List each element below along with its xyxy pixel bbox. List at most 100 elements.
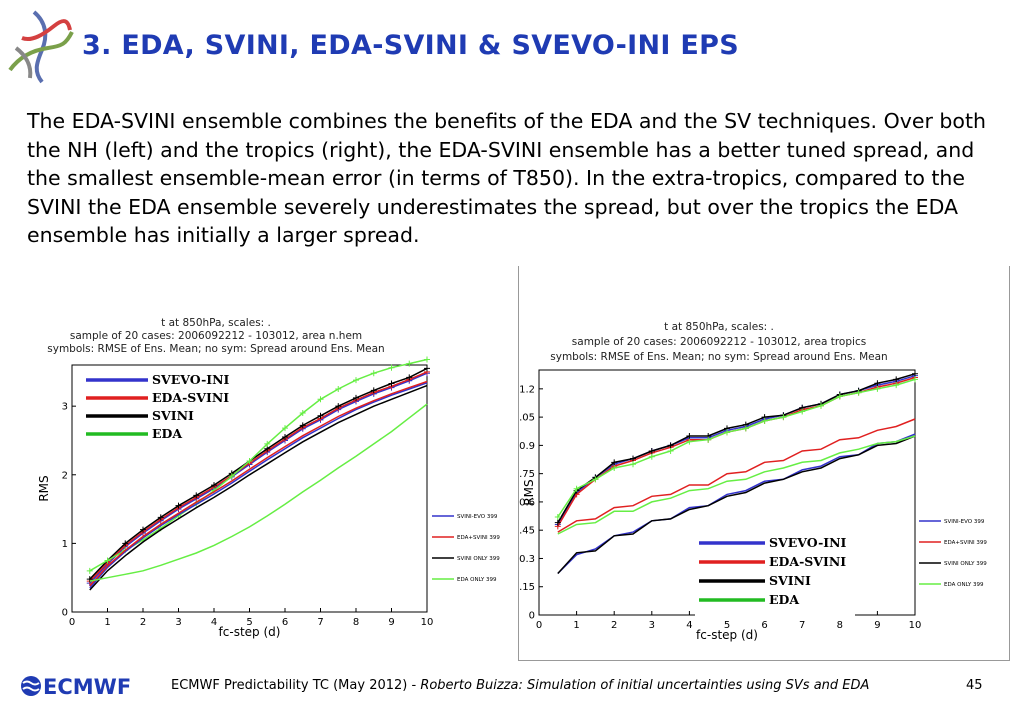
- footer-italic: Roberto Buizza: Simulation of initial un…: [420, 678, 870, 693]
- rmse-point-marker: [157, 514, 164, 521]
- rmse-point-marker: [912, 370, 918, 377]
- rmse-point-marker: [406, 360, 413, 367]
- logo-text: ECMWF: [43, 675, 131, 698]
- small-legend-label: EDA+SVINI 399: [457, 535, 500, 541]
- y-tick-label: 0: [529, 611, 535, 622]
- small-legend-label: SVINI-EVO 399: [944, 519, 985, 525]
- small-legend-label: EDA ONLY 399: [457, 577, 497, 583]
- rmse-point-marker: [104, 557, 111, 564]
- rmse-series-line: [557, 374, 916, 525]
- rmse-point-marker: [686, 438, 693, 445]
- rmse-point-marker: [228, 473, 235, 480]
- rmse-point-marker: [630, 455, 636, 462]
- rmse-point-marker: [836, 393, 843, 400]
- y-tick-label: 0.75: [519, 469, 535, 480]
- spread-series-line: [89, 384, 428, 591]
- y-tick-label: 3: [62, 402, 68, 413]
- rmse-point-marker: [282, 425, 288, 432]
- rmse-point-marker: [388, 364, 395, 371]
- big-legend-box: [82, 373, 238, 449]
- small-legend-label: SVINI ONLY 399: [944, 561, 987, 567]
- x-tick-label: 5: [246, 617, 252, 628]
- rmse-point-marker: [424, 365, 430, 372]
- rmse-point-marker: [761, 417, 768, 424]
- y-tick-label: 1.2: [519, 384, 535, 395]
- rmse-point-marker: [317, 412, 324, 419]
- chart-title-line: symbols: RMSE of Ens. Mean; no sym: Spre…: [550, 351, 887, 363]
- y-tick-label: 1: [62, 539, 68, 550]
- rmse-series-line: [557, 373, 916, 524]
- small-legend-label: EDA+SVINI 399: [944, 540, 987, 546]
- rmse-point-marker: [611, 465, 618, 471]
- chart-panel-tropics: t at 850hPa, scales: . sample of 20 cases…: [518, 266, 1010, 661]
- rmse-point-marker: [592, 476, 599, 483]
- x-tick-label: 2: [140, 617, 146, 628]
- rmse-point-marker: [299, 422, 306, 429]
- x-tick-label: 3: [649, 620, 655, 631]
- rmse-point-marker: [855, 389, 862, 396]
- big-legend-label: EDA: [769, 592, 799, 607]
- big-legend-label: EDA: [152, 426, 182, 441]
- rmse-point-marker: [874, 380, 881, 387]
- big-legend-label: EDA-SVINI: [769, 554, 846, 569]
- rmse-series-line: [89, 367, 428, 580]
- rmse-point-marker: [742, 425, 749, 432]
- rmse-point-marker: [724, 429, 730, 436]
- rmse-point-marker: [424, 356, 430, 363]
- x-axis-label: fc-step (d): [696, 628, 758, 642]
- x-tick-label: 10: [909, 620, 922, 631]
- big-legend-label: SVINI: [769, 573, 811, 588]
- spread-series-line: [89, 380, 428, 587]
- logo-stroke-green: [8, 31, 74, 72]
- rmse-point-marker: [353, 377, 359, 384]
- rmse-point-marker: [335, 403, 342, 410]
- chart-nh: t at 850hPa, scales: .sample of 20 cases…: [37, 317, 500, 639]
- rmse-point-marker: [370, 387, 377, 394]
- x-tick-label: 6: [761, 620, 767, 631]
- rmse-point-marker: [86, 576, 93, 583]
- rmse-point-marker: [246, 458, 253, 465]
- x-tick-label: 4: [211, 617, 217, 628]
- chart-tropics: t at 850hPa, scales: . sample of 20 cases…: [519, 321, 987, 642]
- rmse-point-marker: [912, 376, 918, 383]
- spread-series-line: [557, 435, 916, 535]
- x-tick-label: 7: [799, 620, 805, 631]
- footer-left: ECMWF Predictability TC (May 2012) -: [171, 678, 421, 693]
- rmse-point-marker: [554, 519, 561, 526]
- ecmwf-swirl-logo: [8, 10, 74, 84]
- x-tick-label: 1: [573, 620, 579, 631]
- rmse-point-marker: [893, 382, 900, 389]
- rmse-point-marker: [353, 394, 359, 401]
- chart-title-line: symbols: RMSE of Ens. Mean; no sym: Spre…: [47, 343, 384, 355]
- big-legend-label: SVEVO-INI: [152, 372, 230, 387]
- y-tick-label: 2: [62, 470, 68, 481]
- rmse-point-marker: [818, 402, 824, 409]
- rmse-point-marker: [648, 453, 655, 460]
- y-axis-label: RMS: [37, 475, 51, 501]
- rmse-point-marker: [667, 448, 674, 455]
- spread-series-line: [557, 435, 916, 575]
- x-tick-label: 9: [874, 620, 880, 631]
- ecmwf-logo: ECMWF: [21, 675, 131, 698]
- rmse-point-marker: [282, 434, 288, 441]
- rmse-point-marker: [874, 385, 881, 392]
- rmse-point-marker: [122, 540, 129, 547]
- chart-title-line: sample of 20 cases: 2006092212 - 103012,…: [572, 336, 866, 348]
- logo-stroke-grey: [14, 46, 33, 79]
- big-legend-label: SVINI: [152, 408, 194, 423]
- page-title: 3. EDA, SVINI, EDA-SVINI & SVEVO-INI EPS: [82, 30, 740, 61]
- rmse-point-marker: [573, 485, 580, 492]
- rmse-point-marker: [686, 432, 693, 439]
- rmse-point-marker: [648, 448, 655, 455]
- rmse-point-marker: [175, 502, 182, 509]
- rmse-point-marker: [193, 492, 200, 499]
- y-tick-label: 0.6: [519, 497, 535, 508]
- rmse-point-marker: [140, 526, 146, 533]
- small-legend-label: SVINI-EVO 399: [457, 514, 498, 520]
- rmse-point-marker: [893, 376, 900, 383]
- body-paragraph: The EDA-SVINI ensemble combines the bene…: [27, 109, 986, 247]
- rmse-series-line: [557, 376, 916, 527]
- x-tick-label: 7: [317, 617, 323, 628]
- x-tick-label: 10: [421, 617, 434, 628]
- x-tick-label: 9: [388, 617, 394, 628]
